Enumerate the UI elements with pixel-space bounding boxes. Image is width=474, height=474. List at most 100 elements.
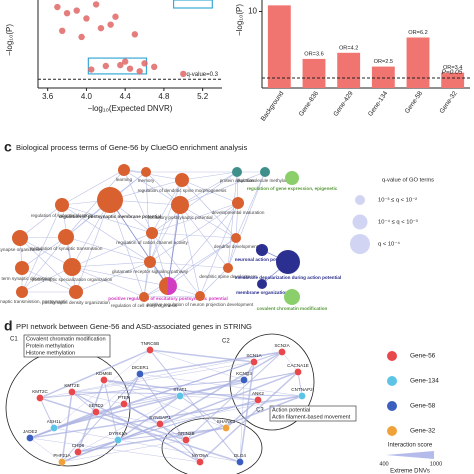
node [69, 285, 83, 299]
edge [117, 427, 227, 441]
edge [143, 295, 201, 298]
node-label: protein alkylation [220, 178, 255, 183]
gene-node [92, 408, 100, 416]
edge [123, 169, 153, 234]
node-label: membrane organization [236, 290, 288, 295]
bar-annotation: OR=3.6 [304, 51, 323, 57]
cluster-term: Actin filament-based movement [272, 414, 351, 420]
gene-node [250, 358, 258, 366]
edge [71, 261, 151, 268]
edge [65, 236, 151, 263]
edge [181, 179, 237, 239]
threshold-label: P=0.05 [442, 69, 463, 76]
point [180, 70, 187, 78]
node-label: positive regulation of excitatory postsy… [108, 296, 227, 301]
point [63, 10, 71, 17]
cluster-name: C2 [222, 339, 230, 345]
legend-label: Gene-56 [410, 353, 436, 360]
point [136, 68, 143, 75]
gene-node [100, 376, 108, 384]
node [285, 171, 299, 185]
legend-swatch [387, 351, 397, 361]
legend-swatch [350, 234, 370, 254]
gene-label: ANK2 [252, 391, 264, 396]
node-label: regulation of postsynaptic membrane pote… [59, 214, 161, 219]
edge [75, 199, 111, 293]
node-label: chemical synaptic transmission, postsyna… [0, 299, 68, 304]
edge [179, 204, 237, 239]
edge [77, 439, 119, 453]
edge [21, 204, 63, 293]
point [131, 31, 139, 38]
point [112, 13, 119, 20]
bar [406, 37, 430, 88]
edge [199, 267, 229, 297]
point [102, 62, 109, 70]
point [151, 63, 158, 71]
node-label: covalent chromatin modification [257, 306, 328, 311]
node [168, 277, 177, 295]
cluster-box [23, 334, 111, 358]
edge [159, 423, 201, 463]
node [223, 263, 233, 273]
edge [179, 204, 229, 269]
edge [281, 351, 299, 373]
edge [71, 232, 153, 268]
cluster-term: Action potential [272, 407, 310, 413]
node [276, 250, 300, 274]
node-label: regulation of dendritic spine morphogene… [138, 188, 228, 193]
gene-label: MYO5A [192, 453, 209, 458]
edge [103, 379, 119, 441]
edge [151, 202, 239, 234]
edge [117, 399, 259, 441]
x-axis-label: −log₁₀(Expected DNVR) [88, 104, 173, 113]
edge [123, 373, 141, 405]
bar-annotation: OR=4.2 [339, 45, 358, 51]
gene-label: JADE2 [23, 429, 38, 434]
node [159, 277, 168, 295]
edge [199, 202, 239, 297]
node-label: macromolecule methylation [237, 178, 293, 183]
node [63, 258, 81, 276]
edge [297, 371, 303, 397]
node [284, 289, 300, 305]
x-tick-label: Gene-58 [404, 90, 424, 115]
gene-label: SETD2 [89, 403, 104, 408]
gene-label: DLG4 [234, 453, 246, 458]
edge [71, 391, 97, 413]
gene-node [68, 388, 76, 396]
edge [77, 395, 181, 453]
legend-label: Gene-58 [410, 403, 436, 410]
edge [151, 232, 201, 297]
gene-label: KCNQ3 [236, 371, 252, 376]
legend-swatch [387, 426, 397, 436]
edge [227, 237, 237, 269]
x-tick-label: Gene-32 [438, 90, 458, 115]
gene-label: PTEN [118, 395, 130, 400]
node [232, 197, 244, 209]
edge [21, 236, 67, 293]
gene-label: SHANK3 [217, 419, 236, 424]
edge [179, 395, 227, 429]
node [12, 230, 28, 246]
node-label: glutamate receptor signaling pathway [112, 269, 189, 274]
edge [95, 373, 141, 413]
node-label: neuronal action potential [235, 257, 290, 262]
gene-node [156, 420, 164, 428]
node-label: learning [116, 177, 133, 182]
node [232, 167, 242, 177]
gene-label: PHF21A [53, 453, 71, 458]
edge [185, 439, 201, 463]
edge [39, 397, 55, 429]
gene-node [136, 370, 144, 378]
edge [185, 395, 303, 441]
edge [21, 267, 77, 293]
gene-node [254, 396, 262, 404]
point [92, 1, 100, 8]
gene-node [240, 376, 248, 384]
point [97, 24, 105, 32]
score-max: 1000 [430, 461, 442, 467]
node-label: membrane depolarization during action po… [235, 275, 341, 280]
node-label: regulation of cell morphogenesis [111, 303, 178, 308]
edge [235, 171, 266, 239]
